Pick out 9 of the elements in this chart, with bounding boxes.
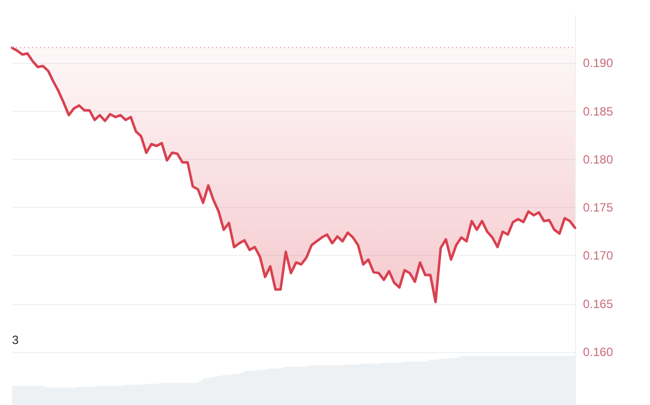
y-tick-label: 0.180 xyxy=(583,152,614,166)
y-tick-label: 0.165 xyxy=(583,296,614,311)
y-tick-label: 0.175 xyxy=(583,200,614,215)
annotation: 3 xyxy=(12,333,19,347)
y-tick-label: 0.160 xyxy=(583,345,614,360)
y-tick-label: 0.190 xyxy=(583,56,614,70)
line-series xyxy=(10,46,576,304)
y-tick-label: 0.170 xyxy=(583,248,614,263)
y-tick-label: 0.185 xyxy=(583,104,614,118)
